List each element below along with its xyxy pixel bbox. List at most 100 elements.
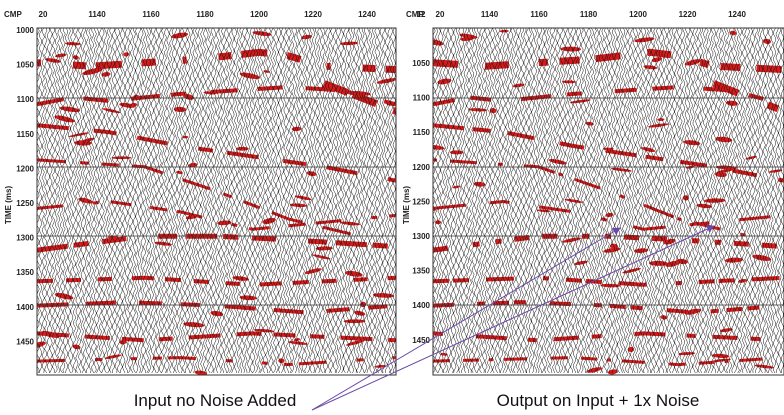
y-axis-label: TIME (ms): [402, 186, 411, 225]
trace: [135, 28, 139, 374]
x-tick-label: 1180: [196, 10, 214, 19]
amplitude-patch: [745, 156, 757, 160]
trace: [213, 28, 217, 374]
amplitude-patch: [548, 158, 567, 165]
y-tick-label: 1200: [412, 163, 430, 172]
trace: [627, 28, 631, 374]
trace: [770, 28, 774, 374]
trace: [622, 28, 626, 374]
trace: [278, 28, 282, 374]
x-tick-label: 1200: [629, 10, 647, 19]
trace: [325, 28, 329, 374]
trace: [463, 28, 467, 374]
trace: [669, 28, 673, 374]
trace: [244, 28, 248, 374]
trace: [754, 28, 758, 374]
trace: [606, 28, 610, 374]
trace: [575, 28, 579, 374]
trace: [228, 28, 232, 374]
reflector: [37, 331, 396, 343]
trace: [335, 28, 339, 374]
trace: [366, 28, 370, 374]
trace: [304, 28, 308, 374]
trace: [653, 28, 657, 374]
trace: [637, 28, 641, 374]
trace: [52, 28, 56, 374]
trace: [59, 28, 63, 374]
trace: [70, 28, 74, 374]
x-tick-label: 1160: [530, 10, 548, 19]
trace: [445, 28, 449, 374]
trace: [98, 28, 102, 374]
amplitude-patch: [569, 99, 591, 104]
amplitude-patch: [600, 283, 621, 288]
seismic-section: [37, 28, 396, 375]
trace: [288, 28, 292, 374]
trace: [280, 28, 284, 374]
trace: [692, 28, 696, 374]
trace: [319, 28, 323, 374]
trace: [106, 28, 110, 374]
trace: [687, 28, 691, 374]
trace: [645, 28, 649, 374]
trace: [601, 28, 605, 374]
x-tick-label: 12: [417, 10, 426, 19]
amplitude-patch: [499, 29, 509, 33]
x-tick-label: 1200: [250, 10, 268, 19]
reflector: [322, 80, 396, 115]
trace: [565, 28, 569, 374]
y-tick-label: 1400: [16, 303, 34, 312]
frame: [36, 27, 397, 376]
trace: [257, 28, 261, 374]
x-tick-label: 1140: [481, 10, 499, 19]
trace: [640, 28, 644, 374]
trace: [435, 28, 439, 374]
trace: [226, 28, 230, 374]
trace: [358, 28, 362, 374]
trace: [117, 28, 121, 374]
trace: [85, 28, 89, 374]
trace: [458, 28, 462, 374]
trace: [523, 28, 527, 374]
seismic-panel: CMP 20 1140 1160 1180 1200 1220 1240 1050 1100 115…: [402, 10, 784, 410]
trace: [492, 28, 496, 374]
seismic-panel: CMP 20 1140 1160 1180 1200 1220 1240 12 1000 1050 1…: [4, 10, 426, 410]
trace: [241, 28, 245, 374]
amplitude-patch: [586, 367, 602, 373]
trace: [471, 28, 475, 374]
trace: [72, 28, 76, 374]
arrow: [311, 227, 621, 411]
trace: [734, 28, 738, 374]
amplitude-patch: [603, 247, 621, 253]
trace: [546, 28, 550, 374]
trace: [684, 28, 688, 374]
trace: [192, 28, 196, 374]
amplitude-patch: [239, 72, 261, 80]
trace: [700, 28, 704, 374]
amplitude-patch: [263, 70, 271, 73]
trace: [187, 28, 191, 374]
trace: [624, 28, 628, 374]
trace: [83, 28, 87, 374]
amplitude-patch: [376, 78, 396, 84]
x-tick-label: 20: [436, 10, 445, 19]
trace: [481, 28, 485, 374]
trace: [158, 28, 162, 374]
seismic-section: [433, 28, 784, 375]
trace: [104, 28, 108, 374]
trace: [309, 28, 313, 374]
trace: [184, 28, 188, 374]
trace: [293, 28, 297, 374]
trace: [390, 28, 394, 374]
amplitude-patch: [512, 83, 525, 88]
trace: [479, 28, 483, 374]
trace: [301, 28, 305, 374]
trace: [161, 28, 165, 374]
trace: [658, 28, 662, 374]
trace: [369, 28, 373, 374]
trace: [721, 28, 725, 374]
trace: [531, 28, 535, 374]
x-tick-label: 1220: [304, 10, 322, 19]
trace: [41, 28, 45, 374]
trace: [46, 28, 50, 374]
